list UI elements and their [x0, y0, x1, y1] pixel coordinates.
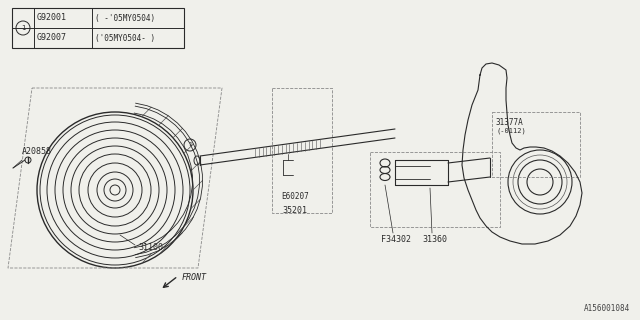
Text: 31100: 31100 [138, 244, 163, 252]
Text: A20858: A20858 [22, 148, 52, 156]
Bar [12, 8, 184, 48]
Text: E60207: E60207 [281, 192, 309, 201]
Text: ('05MY0504- ): ('05MY0504- ) [95, 34, 155, 43]
Text: (-0112): (-0112) [496, 128, 525, 134]
Text: A156001084: A156001084 [584, 304, 630, 313]
Bar [370, 152, 500, 227]
Text: 31360: 31360 [422, 235, 447, 244]
Text: 1: 1 [188, 142, 192, 148]
Text: G92001: G92001 [37, 13, 67, 22]
Text: FRONT: FRONT [182, 274, 207, 283]
Text: ( -'05MY0504): ( -'05MY0504) [95, 13, 155, 22]
Bar [272, 88, 332, 213]
Text: 1: 1 [20, 25, 25, 31]
Bar [492, 112, 580, 177]
Text: 35201: 35201 [282, 206, 307, 215]
Text: 31377A: 31377A [496, 118, 524, 127]
Text: G92007: G92007 [37, 34, 67, 43]
Text: F34302: F34302 [381, 235, 411, 244]
